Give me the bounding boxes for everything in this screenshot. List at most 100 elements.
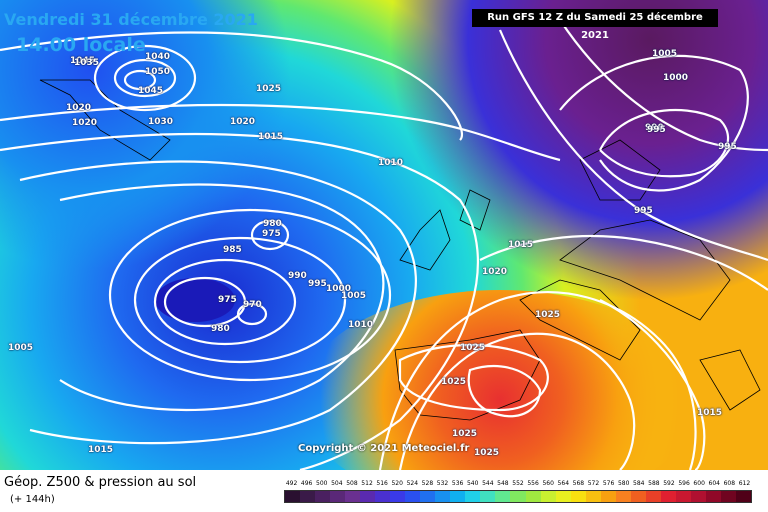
scale-tick-label: 540 — [466, 480, 479, 487]
copyright-notice: Copyright © 2021 Meteociel.fr — [298, 443, 470, 454]
scale-tick-label: 500 — [316, 480, 328, 487]
scale-tick-label: 612 — [738, 480, 751, 487]
isobar-label: 1020 — [482, 267, 508, 277]
isobar-label: 1000 — [663, 73, 689, 83]
scale-swatch — [375, 491, 391, 502]
isobar-lines — [0, 19, 768, 470]
isobar-label: 1015 — [697, 408, 723, 418]
isobar-label: 1045 — [70, 56, 96, 66]
isobar-label: 1025 — [460, 343, 486, 353]
scale-swatch — [330, 491, 346, 502]
scale-tick-label: 564 — [557, 480, 570, 487]
scale-tick-label: 524 — [406, 480, 419, 487]
scale-tick-label: 588 — [648, 480, 660, 487]
scale-swatch — [705, 491, 721, 502]
scale-tick-label: 496 — [300, 480, 313, 487]
isobar-label: 1015 — [258, 132, 284, 142]
scale-swatch — [585, 491, 601, 502]
isobar-label: 1020 — [72, 118, 98, 128]
isobar-label: 1050 — [145, 67, 171, 77]
scale-swatch — [465, 491, 481, 502]
scale-swatch — [630, 491, 646, 502]
scale-swatch — [315, 491, 331, 502]
scale-swatch — [570, 491, 586, 502]
run-info: Run GFS 12 Z du Samedi 25 décembre 2021 — [472, 9, 718, 41]
scale-tick-label: 600 — [693, 480, 705, 487]
isobar-label: 1025 — [474, 448, 500, 458]
scale-tick-label: 552 — [512, 480, 524, 487]
scale-swatch — [390, 491, 406, 502]
scale-swatch — [420, 491, 436, 502]
scale-swatch — [480, 491, 496, 502]
isobar-label: 995 — [647, 125, 666, 135]
forecast-lead: (+ 144h) — [10, 494, 55, 505]
color-scale: 492 496 500 504 508 512 516 520 524 528 532 536 540 5… — [284, 480, 752, 506]
scale-swatch — [735, 491, 751, 502]
scale-swatch — [435, 491, 451, 502]
isobar-label: 995 — [634, 206, 653, 216]
scale-tick-label: 492 — [285, 480, 298, 487]
scale-swatch — [360, 491, 376, 502]
isobar-label: 1030 — [148, 117, 174, 127]
scale-tick-label: 512 — [361, 480, 373, 487]
isobar-label: 985 — [223, 245, 242, 255]
isobar-label: 1020 — [66, 103, 92, 113]
scale-swatch — [495, 491, 511, 502]
isobar-label: 1005 — [341, 291, 367, 301]
scale-tick-label: 560 — [542, 480, 554, 487]
isobar-label: 980 — [211, 324, 230, 334]
isobar-label: 970 — [243, 300, 262, 310]
scale-swatch — [615, 491, 631, 502]
scale-swatch — [540, 491, 556, 502]
scale-tick-label: 548 — [497, 480, 509, 487]
scale-tick-label: 504 — [331, 480, 343, 487]
isobar-label: 995 — [308, 279, 327, 289]
isobar-label: 995 — [718, 142, 737, 152]
isobar-label: 1015 — [88, 445, 114, 455]
isobar-label: 975 — [262, 229, 281, 239]
scale-swatch — [300, 491, 316, 502]
scale-tick-label: 520 — [391, 480, 403, 487]
scale-swatch — [660, 491, 676, 502]
scale-swatch — [405, 491, 421, 502]
scale-tick-label: 580 — [617, 480, 630, 487]
isobar-label: 1035 — [74, 58, 100, 68]
scale-tick-label: 596 — [678, 480, 690, 487]
scale-tick-label: 568 — [572, 480, 585, 487]
map-canvas — [0, 0, 768, 470]
color-swatches — [284, 490, 752, 503]
isobar-label: 1025 — [535, 310, 561, 320]
scale-swatch — [510, 491, 526, 502]
isobar-label: 1040 — [145, 52, 171, 62]
valid-date: Vendredi 31 décembre 2021 — [4, 10, 258, 29]
scale-swatch — [720, 491, 736, 502]
scale-swatch — [600, 491, 616, 502]
isobar-label: 990 — [288, 271, 307, 281]
scale-swatch — [555, 491, 571, 502]
scale-swatch — [690, 491, 706, 502]
scale-swatch — [450, 491, 466, 502]
scale-tick-label: 572 — [587, 480, 600, 487]
isobar-label: 1025 — [256, 84, 282, 94]
scale-tick-label: 608 — [723, 480, 736, 487]
map-area: Vendredi 31 décembre 2021 14.00 locale R… — [0, 0, 768, 470]
scale-swatch — [675, 491, 691, 502]
scale-swatch — [645, 491, 661, 502]
isobar-label: 1005 — [652, 49, 678, 59]
isobar-label: 1010 — [348, 320, 374, 330]
isobar-label: 1025 — [441, 377, 467, 387]
isobar-label: 975 — [218, 295, 237, 305]
scale-tick-label: 604 — [708, 480, 720, 487]
scale-tick-label: 532 — [436, 480, 449, 487]
scale-tick-label: 536 — [451, 480, 464, 487]
scale-tick-label: 544 — [482, 480, 494, 487]
isobar-label: 1000 — [326, 284, 352, 294]
scale-tick-label: 516 — [376, 480, 388, 487]
isobar-label: 1025 — [452, 429, 478, 439]
scale-tick-label: 584 — [633, 480, 645, 487]
isobar-label: 1045 — [138, 86, 164, 96]
scale-tick-label: 508 — [346, 480, 358, 487]
scale-tick-label: 592 — [663, 480, 675, 487]
isobar-label: 980 — [263, 219, 282, 229]
